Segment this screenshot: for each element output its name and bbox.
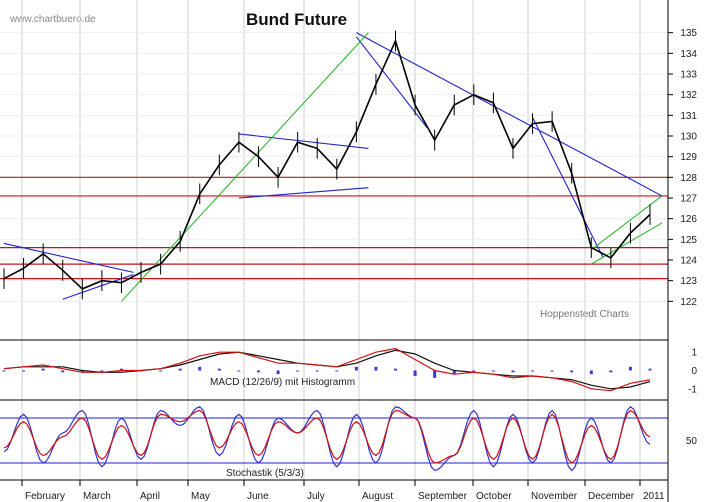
watermark: www.chartbuero.de [9, 14, 96, 25]
y-tick-label: 130 [680, 132, 697, 143]
macd-histogram-bar [22, 370, 26, 372]
macd-tick-label: 1 [691, 348, 697, 359]
price-series [3, 30, 651, 300]
support-resistance-lines [0, 176, 668, 280]
macd-label: MACD (12/26/9) mit Histogramm [210, 377, 355, 388]
macd-histogram-bar [472, 370, 476, 372]
x-tick-label: March [83, 491, 111, 502]
macd-histogram-bar [491, 370, 495, 372]
x-tick-label: October [476, 491, 512, 502]
chart-title: Bund Future [246, 10, 347, 29]
macd-histogram-bar [550, 370, 554, 372]
macd-histogram-bar [570, 370, 574, 373]
macd-panel: -1 0 1 [2, 347, 697, 395]
macd-histogram-bar [276, 370, 280, 375]
downtrend-line [3, 242, 134, 273]
downtrend-line [356, 32, 663, 197]
macd-histogram-bar [217, 368, 221, 371]
macd-histogram-bar [296, 370, 300, 372]
stochastic-tick-label: 50 [686, 436, 698, 447]
x-tick-label: June [247, 491, 269, 502]
macd-histogram-bar [198, 366, 202, 371]
x-tick-label: September [418, 491, 468, 502]
macd-histogram-bar [159, 370, 163, 372]
x-tick-label: November [531, 491, 578, 502]
macd-histogram-bar [80, 370, 84, 373]
x-tick-label: 2011 [643, 491, 665, 502]
downtrend-line [238, 187, 369, 199]
uptrend-line [590, 222, 663, 265]
macd-histogram-bar [433, 370, 437, 378]
macd-histogram-bar [100, 370, 104, 372]
macd-histogram-bar [511, 370, 515, 373]
macd-histogram-bar [374, 366, 378, 371]
stochastic-label: Stochastik (5/3/3) [226, 468, 304, 479]
stochastic-d-line [3, 409, 651, 464]
x-tick-label: July [307, 491, 325, 502]
macd-histogram-bar [531, 370, 535, 372]
x-tick-label: May [191, 491, 210, 502]
stochastic-panel: 50 [0, 405, 698, 472]
price-line [3, 38, 651, 290]
y-tick-label: 125 [680, 235, 697, 246]
macd-histogram-bar [256, 370, 260, 373]
y-tick-label: 124 [680, 256, 697, 267]
downtrend-line [238, 133, 369, 149]
macd-histogram-bar [178, 368, 182, 371]
x-tick-label: August [362, 491, 393, 502]
macd-histogram-bar [413, 370, 417, 376]
macd-histogram-bar [609, 370, 613, 373]
macd-tick-label: 0 [691, 366, 697, 377]
x-axis-months: February March April May June July August Septe… [21, 480, 665, 502]
macd-histogram-bar [119, 368, 123, 371]
y-tick-label: 131 [680, 111, 697, 122]
y-tick-label: 127 [680, 194, 697, 205]
y-tick-label: 128 [680, 173, 697, 184]
x-tick-label: April [140, 491, 160, 502]
x-tick-label: February [25, 491, 65, 502]
macd-histogram-bar [335, 370, 339, 372]
macd-histogram-bar [2, 370, 6, 372]
y-tick-label: 126 [680, 214, 697, 225]
macd-histogram-bar [628, 366, 632, 371]
macd-histogram-bar [41, 368, 45, 371]
macd-histogram-bar [452, 370, 456, 375]
macd-histogram-bar [354, 366, 358, 371]
trendlines [3, 32, 663, 302]
macd-histogram-bar [237, 370, 241, 372]
uptrend-line [121, 32, 369, 302]
x-tick-label: December [588, 491, 635, 502]
y-tick-label: 133 [680, 70, 697, 81]
credit-label: Hoppenstedt Charts [540, 309, 629, 320]
y-tick-label: 129 [680, 152, 697, 163]
macd-tick-label: -1 [688, 384, 697, 395]
y-tick-label: 132 [680, 90, 697, 101]
y-axis-ticks: 122 123 124 125 126 127 128 129 130 131 132 133 134 1… [668, 28, 697, 308]
y-tick-label: 135 [680, 28, 697, 39]
macd-histogram-bar [315, 370, 319, 372]
macd-histogram-bar [589, 370, 593, 375]
macd-histogram-bar [648, 368, 652, 371]
macd-histogram-bar [394, 368, 398, 371]
y-tick-label: 123 [680, 276, 697, 287]
downtrend-line [532, 117, 604, 259]
macd-line [3, 347, 651, 392]
y-tick-label: 122 [680, 297, 697, 308]
y-tick-label: 134 [680, 49, 697, 60]
macd-histogram-bar [61, 370, 65, 373]
